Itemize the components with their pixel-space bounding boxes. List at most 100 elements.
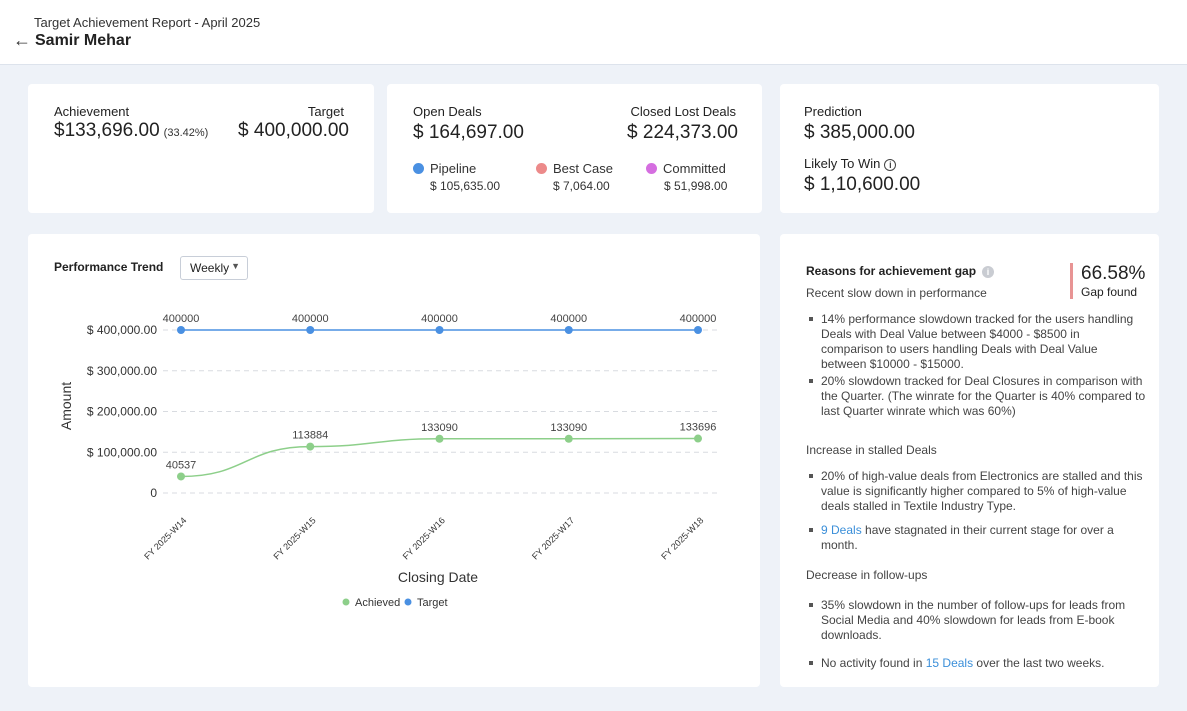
chevron-down-icon: ▼ bbox=[231, 261, 240, 271]
legend-label: Target bbox=[417, 597, 448, 609]
open-deals-value: $ 164,697.00 bbox=[413, 122, 524, 143]
x-axis-label: Closing Date bbox=[398, 569, 478, 585]
x-tick-label: FY 2025-W18 bbox=[659, 515, 705, 561]
achievement-amount: $133,696.00 bbox=[54, 120, 160, 141]
likely-to-win-value: $ 1,10,600.00 bbox=[804, 174, 921, 195]
chart-title: Performance Trend bbox=[54, 260, 164, 274]
committed-label: Committed bbox=[663, 161, 726, 176]
bullet-icon bbox=[809, 379, 813, 383]
x-tick-label: FY 2025-W17 bbox=[530, 515, 576, 561]
bullet-text: 9 Deals have stagnated in their current … bbox=[821, 523, 1144, 553]
achieved-point bbox=[177, 472, 185, 481]
y-tick-label: $ 200,000.00 bbox=[87, 405, 157, 419]
deals-card: Open Deals $ 164,697.00 Closed Lost Deal… bbox=[387, 84, 762, 213]
list-item: 9 Deals have stagnated in their current … bbox=[809, 523, 1144, 553]
pipeline-value: $ 105,635.00 bbox=[430, 179, 501, 193]
info-icon[interactable]: i bbox=[884, 159, 897, 171]
bullet-text-rest: over the last two weeks. bbox=[973, 656, 1105, 670]
target-legend-dot-icon bbox=[404, 598, 412, 606]
closed-lost-value: $ 224,373.00 bbox=[627, 122, 738, 143]
closed-lost-label[interactable]: Closed Lost Deals bbox=[630, 104, 737, 119]
deals-link[interactable]: 15 Deals bbox=[925, 656, 974, 670]
achieved-point bbox=[564, 434, 573, 443]
target-label: Target bbox=[307, 104, 344, 119]
bullet-icon bbox=[809, 474, 813, 478]
pipeline-dot-icon bbox=[413, 163, 424, 174]
reasons-title-text: Reasons for achievement gap bbox=[806, 264, 977, 278]
achieved-point bbox=[435, 434, 444, 443]
x-tick-label: FY 2025-W15 bbox=[271, 515, 317, 561]
bullet-text: 20% slowdown tracked for Deal Closures i… bbox=[821, 374, 1146, 418]
bullet-text-pre: No activity found in bbox=[821, 656, 926, 670]
data-label: 133696 bbox=[680, 422, 717, 434]
data-label: 400000 bbox=[421, 313, 458, 325]
y-tick-label: $ 400,000.00 bbox=[87, 323, 157, 337]
gap-percent: 66.58% bbox=[1081, 263, 1146, 284]
back-arrow-icon[interactable]: ← bbox=[13, 30, 31, 50]
pipeline-legend: Pipeline bbox=[413, 161, 476, 176]
data-label: 133090 bbox=[421, 422, 458, 434]
bullet-icon bbox=[809, 661, 813, 665]
bullet-text: No activity found in 15 Deals over the l… bbox=[821, 656, 1149, 671]
y-tick-label: $ 300,000.00 bbox=[87, 364, 157, 378]
achieved-point bbox=[694, 434, 702, 443]
x-tick-label: FY 2025-W14 bbox=[142, 515, 188, 561]
pipeline-label: Pipeline bbox=[430, 161, 477, 176]
open-deals-label[interactable]: Open Deals bbox=[413, 104, 482, 119]
y-tick-label: $ 100,000.00 bbox=[87, 445, 157, 459]
likely-to-win-label: Likely To Win i bbox=[804, 156, 897, 171]
period-value: Weekly bbox=[190, 261, 230, 275]
best-case-dot-icon bbox=[536, 163, 547, 174]
bullet-icon bbox=[809, 603, 813, 607]
section-heading: Increase in stalled Deals bbox=[806, 443, 937, 457]
prediction-card: Prediction $ 385,000.00 Likely To Win i $… bbox=[780, 84, 1159, 213]
deals-link[interactable]: 9 Deals bbox=[821, 523, 862, 537]
achievement-value: $133,696.00 (33.42%) bbox=[54, 120, 208, 142]
bullet-text: 20% of high-value deals from Electronics… bbox=[821, 469, 1143, 513]
list-item: 20% slowdown tracked for Deal Closures i… bbox=[809, 374, 1156, 419]
legend-label: Achieved bbox=[355, 597, 400, 609]
data-label: 133090 bbox=[550, 422, 587, 434]
committed-dot-icon bbox=[646, 163, 657, 174]
best-case-label: Best Case bbox=[553, 161, 613, 176]
data-label: 400000 bbox=[550, 313, 587, 325]
bullet-icon bbox=[809, 528, 813, 532]
section-heading: Decrease in follow-ups bbox=[806, 568, 928, 582]
x-tick-label: FY 2025-W16 bbox=[401, 515, 447, 561]
period-dropdown[interactable]: Weekly ▼ bbox=[180, 256, 248, 280]
committed-legend: Committed bbox=[646, 161, 726, 176]
achieved-point bbox=[306, 442, 315, 451]
bullet-text-rest: have stagnated in their current stage fo… bbox=[821, 523, 1114, 552]
data-label: 400000 bbox=[292, 313, 329, 325]
list-item: 20% of high-value deals from Electronics… bbox=[809, 469, 1144, 514]
data-label: 400000 bbox=[680, 313, 717, 325]
achieved-legend-dot-icon bbox=[342, 598, 350, 606]
best-case-legend: Best Case bbox=[536, 161, 613, 176]
reasons-card: Reasons for achievement gap i 66.58% Gap … bbox=[780, 234, 1159, 687]
target-point bbox=[306, 326, 315, 334]
bullet-text: 35% slowdown in the number of follow-ups… bbox=[821, 598, 1126, 642]
performance-trend-card: Performance Trend Weekly ▼ $ 400,000.00 $… bbox=[28, 234, 760, 687]
report-subtitle: Target Achievement Report - April 2025 bbox=[34, 15, 261, 30]
target-value: $ 400,000.00 bbox=[238, 120, 349, 141]
gap-label: Gap found bbox=[1081, 285, 1138, 299]
reasons-title: Reasons for achievement gap i bbox=[806, 264, 995, 278]
achievement-label: Achievement bbox=[54, 104, 130, 119]
list-item: 14% performance slowdown tracked for the… bbox=[809, 312, 1139, 372]
y-axis-label: Amount bbox=[58, 382, 74, 430]
target-point bbox=[564, 326, 573, 334]
prediction-value: $ 385,000.00 bbox=[804, 122, 915, 143]
data-label: 40537 bbox=[166, 459, 197, 471]
info-icon[interactable]: i bbox=[982, 266, 995, 278]
performance-chart: $ 400,000.00 $ 300,000.00 $ 200,000.00 $ 10… bbox=[58, 313, 718, 609]
target-point bbox=[177, 326, 185, 334]
page-title: Samir Mehar bbox=[35, 32, 132, 49]
likely-to-win-text: Likely To Win bbox=[804, 156, 881, 171]
committed-value: $ 51,998.00 bbox=[664, 179, 728, 193]
achievement-card: Achievement $133,696.00 (33.42%) Target $… bbox=[28, 84, 374, 213]
page-header: Target Achievement Report - April 2025 ←… bbox=[0, 0, 1187, 65]
section-heading: Recent slow down in performance bbox=[806, 286, 987, 300]
achievement-percent: (33.42%) bbox=[163, 127, 209, 139]
y-tick-label: 0 bbox=[150, 486, 157, 500]
best-case-value: $ 7,064.00 bbox=[553, 179, 610, 193]
